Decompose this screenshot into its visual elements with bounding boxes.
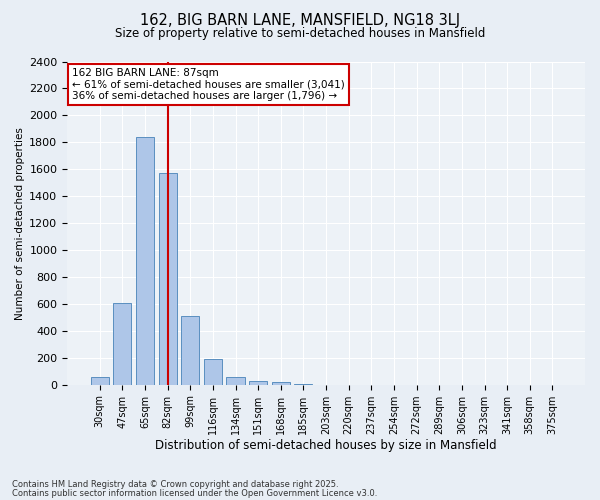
Y-axis label: Number of semi-detached properties: Number of semi-detached properties <box>15 126 25 320</box>
Bar <box>249 380 267 384</box>
Bar <box>91 376 109 384</box>
Text: 162 BIG BARN LANE: 87sqm
← 61% of semi-detached houses are smaller (3,041)
36% o: 162 BIG BARN LANE: 87sqm ← 61% of semi-d… <box>73 68 345 101</box>
Bar <box>181 316 199 384</box>
Bar <box>226 376 245 384</box>
Bar <box>136 137 154 384</box>
Bar <box>204 359 222 384</box>
Text: 162, BIG BARN LANE, MANSFIELD, NG18 3LJ: 162, BIG BARN LANE, MANSFIELD, NG18 3LJ <box>140 12 460 28</box>
Bar <box>272 382 290 384</box>
X-axis label: Distribution of semi-detached houses by size in Mansfield: Distribution of semi-detached houses by … <box>155 440 497 452</box>
Bar <box>158 172 176 384</box>
Text: Contains public sector information licensed under the Open Government Licence v3: Contains public sector information licen… <box>12 488 377 498</box>
Text: Size of property relative to semi-detached houses in Mansfield: Size of property relative to semi-detach… <box>115 28 485 40</box>
Bar <box>113 302 131 384</box>
Text: Contains HM Land Registry data © Crown copyright and database right 2025.: Contains HM Land Registry data © Crown c… <box>12 480 338 489</box>
